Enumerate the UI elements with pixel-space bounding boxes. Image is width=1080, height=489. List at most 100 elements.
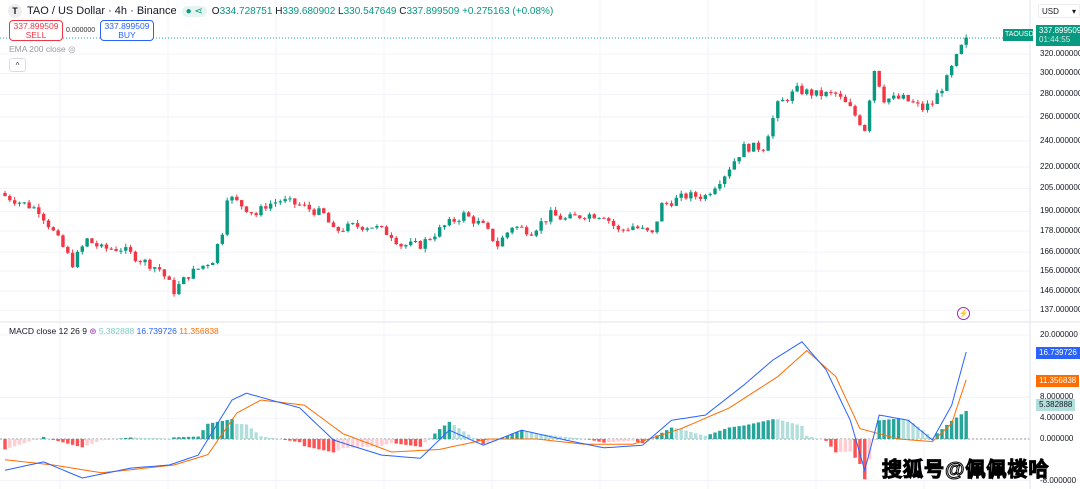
eye-hidden-icon[interactable]: ◎ bbox=[68, 44, 76, 54]
candle-body bbox=[853, 106, 857, 116]
sell-button[interactable]: 337.899509 SELL bbox=[9, 20, 63, 41]
candle-body bbox=[573, 214, 577, 216]
histogram-bar bbox=[756, 422, 761, 439]
candle bbox=[138, 259, 142, 265]
histogram-bar bbox=[930, 437, 935, 439]
candle-body bbox=[916, 102, 920, 104]
candle bbox=[578, 214, 582, 220]
market-status-icon[interactable]: ● ⋖ bbox=[181, 5, 207, 17]
candle bbox=[428, 237, 432, 241]
candle-body bbox=[814, 90, 819, 96]
candle-body bbox=[737, 157, 741, 162]
settings-icon[interactable]: ⊛ bbox=[89, 326, 97, 336]
candle-body bbox=[462, 212, 466, 221]
histogram-bar bbox=[727, 427, 732, 439]
macd-legend[interactable]: MACD close 12 26 9 ⊛ 5.382888 16.739726 … bbox=[9, 326, 219, 336]
candle bbox=[790, 89, 794, 104]
candle-body bbox=[210, 262, 215, 266]
candle bbox=[162, 268, 167, 280]
candle bbox=[41, 212, 46, 224]
candle bbox=[215, 243, 220, 265]
histogram-bar bbox=[665, 430, 669, 439]
candle bbox=[133, 250, 138, 263]
candle-body bbox=[27, 202, 31, 209]
candle-body bbox=[322, 208, 326, 214]
histogram-bar bbox=[167, 438, 171, 439]
candle-body bbox=[317, 208, 321, 215]
candle bbox=[433, 233, 437, 242]
histogram-bar bbox=[61, 439, 65, 443]
candle-body bbox=[949, 65, 954, 76]
histogram-bar bbox=[858, 439, 862, 464]
candle-body bbox=[133, 251, 138, 262]
histogram-bar bbox=[56, 439, 60, 442]
histogram-bar bbox=[331, 439, 336, 453]
histogram-bar bbox=[326, 439, 331, 452]
histogram-bar bbox=[3, 439, 7, 450]
candle-body bbox=[964, 37, 968, 45]
candle-body bbox=[326, 213, 331, 223]
histogram-bar bbox=[51, 439, 55, 440]
candle-body bbox=[17, 202, 22, 204]
buy-button[interactable]: 337.899509 BUY bbox=[100, 20, 154, 41]
histogram-bar bbox=[901, 419, 906, 439]
histogram-bar bbox=[945, 424, 949, 439]
candle bbox=[834, 91, 838, 97]
candle-body bbox=[148, 259, 152, 269]
candle bbox=[220, 232, 225, 246]
lightning-icon[interactable]: ⚡ bbox=[957, 307, 970, 320]
candle bbox=[853, 104, 857, 117]
symbol-title[interactable]: TAO / US Dollar · 4h · Binance bbox=[27, 5, 177, 17]
macd-histogram bbox=[3, 411, 968, 480]
candle bbox=[882, 84, 886, 104]
candle bbox=[626, 227, 630, 232]
candle-body bbox=[563, 218, 567, 220]
candle bbox=[375, 224, 379, 230]
candle bbox=[404, 244, 408, 249]
candle-body bbox=[669, 203, 674, 206]
candle-body bbox=[486, 222, 490, 229]
candle bbox=[384, 225, 389, 236]
candle-body bbox=[616, 225, 621, 230]
histogram-bar bbox=[592, 439, 596, 441]
price-tick: 320.000000 bbox=[1040, 49, 1080, 58]
signal-line bbox=[4, 349, 967, 474]
collapse-legend-button[interactable]: ^ bbox=[9, 58, 26, 72]
histogram-bar bbox=[520, 430, 524, 439]
candle bbox=[61, 234, 65, 248]
histogram-bar bbox=[848, 439, 852, 452]
candle bbox=[481, 219, 485, 224]
candle-body bbox=[283, 199, 287, 202]
price-tick: 190.000000 bbox=[1040, 206, 1080, 216]
histogram-bar bbox=[124, 437, 128, 439]
ema-legend[interactable]: EMA 200 close ◎ bbox=[9, 44, 76, 54]
histogram-bar bbox=[293, 439, 297, 442]
candle bbox=[660, 201, 664, 222]
histogram-bar bbox=[346, 439, 350, 448]
candle-body bbox=[790, 91, 794, 101]
last-price-tag: 337.899509 01:44:55 bbox=[1036, 25, 1080, 46]
candle-body bbox=[921, 103, 925, 111]
price-tick: 260.000000 bbox=[1040, 111, 1080, 121]
candle-body bbox=[380, 225, 384, 227]
candle bbox=[858, 114, 862, 126]
histogram-bar bbox=[230, 419, 234, 439]
candle-body bbox=[75, 251, 80, 268]
candle-body bbox=[225, 200, 229, 235]
histogram-bar bbox=[418, 439, 423, 447]
histogram-bar bbox=[534, 433, 538, 439]
candle bbox=[210, 262, 215, 266]
histogram-bar bbox=[539, 434, 543, 439]
histogram-bar bbox=[133, 437, 138, 439]
candle-body bbox=[80, 246, 84, 252]
histogram-bar bbox=[409, 439, 413, 446]
histogram-bar bbox=[964, 411, 968, 439]
candle bbox=[191, 265, 196, 280]
symbol-logo: T bbox=[8, 4, 22, 18]
candle bbox=[370, 227, 374, 229]
currency-select[interactable]: USD ▾ bbox=[1038, 4, 1080, 18]
candle bbox=[906, 94, 910, 102]
histogram-bar bbox=[355, 439, 360, 448]
candle bbox=[495, 237, 500, 250]
